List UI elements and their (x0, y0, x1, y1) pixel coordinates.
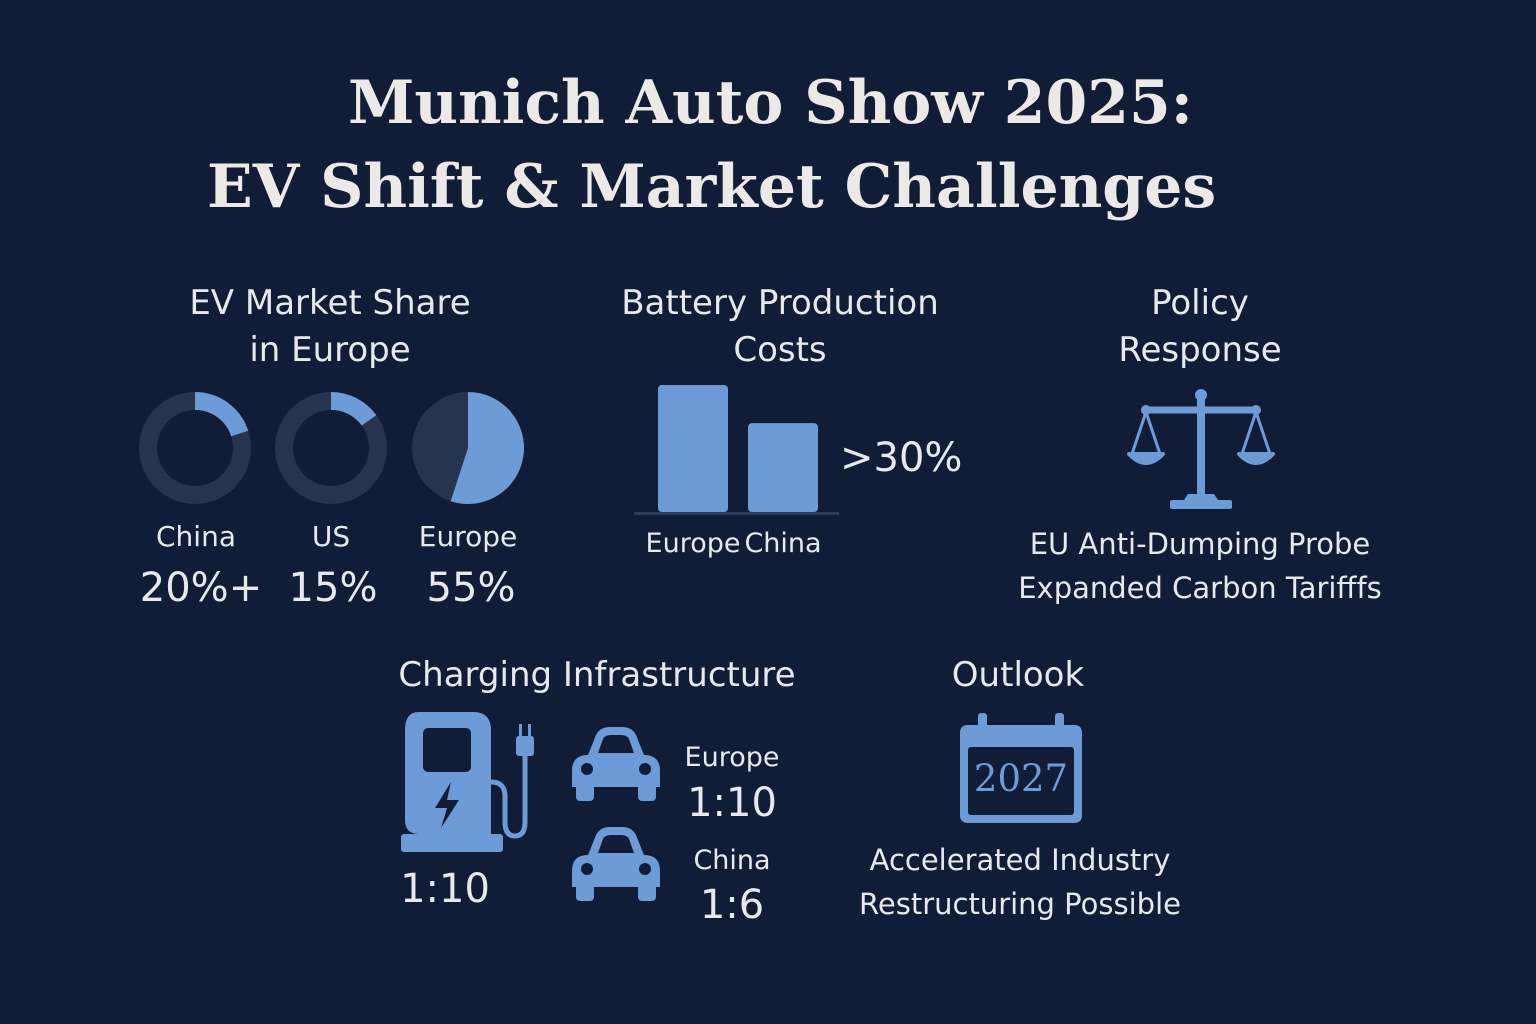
market-share-label-china: China (156, 520, 236, 553)
donut-hole (293, 410, 369, 486)
battery-axis-line (634, 512, 839, 515)
share-slice-europe (450, 392, 524, 504)
policy-text: EU Anti-Dumping Probe Expanded Carbon Ta… (1018, 527, 1382, 605)
page-title-line2: EV Shift & Market Challenges (207, 152, 1217, 222)
scales-of-justice-icon (1127, 389, 1275, 509)
car-icon (572, 727, 660, 801)
market-share-chart-us (275, 392, 387, 504)
charging-heading: Charging Infrastructure (398, 655, 796, 695)
outlook-text: Accelerated Industry Restructuring Possi… (859, 843, 1181, 921)
battery-costs-annotation: >30% (840, 435, 963, 481)
policy-heading: Policy Response (1118, 283, 1282, 370)
car-icon (572, 827, 660, 901)
calendar-year: 2027 (973, 757, 1069, 800)
market-share-value-europe: 55% (426, 565, 516, 611)
charging-region-ratio-europe: 1:10 (687, 780, 777, 826)
battery-bar-label: China (744, 528, 821, 559)
charging-region-name-china: China (693, 845, 771, 876)
outlook-heading: Outlook (951, 655, 1085, 695)
market-share-heading: EV Market Share in Europe (189, 283, 471, 370)
calendar-icon (960, 713, 1082, 823)
battery-bar-label: Europe (646, 528, 741, 559)
market-share-value-us: 15% (288, 565, 378, 611)
battery-bar-europe (658, 385, 728, 512)
market-share-value-china: 20%+ (139, 565, 263, 611)
battery-costs-heading: Battery Production Costs (621, 283, 939, 370)
charging-region-ratio-china: 1:6 (699, 882, 765, 928)
market-share-chart-china (139, 392, 251, 504)
page-title-line1: Munich Auto Show 2025: (348, 68, 1193, 138)
share-slice-china (195, 392, 249, 437)
share-slice-us (331, 392, 377, 426)
charging-station-icon (401, 712, 534, 852)
donut-hole (157, 410, 233, 486)
charging-overall-ratio: 1:10 (400, 866, 490, 912)
market-share-chart-europe (412, 392, 524, 504)
battery-bar-china (748, 423, 818, 512)
charging-region-name-europe: Europe (684, 742, 780, 773)
market-share-label-europe: Europe (418, 520, 518, 553)
market-share-label-us: US (311, 520, 351, 553)
battery-costs-bar-chart: Europe China (634, 385, 839, 559)
